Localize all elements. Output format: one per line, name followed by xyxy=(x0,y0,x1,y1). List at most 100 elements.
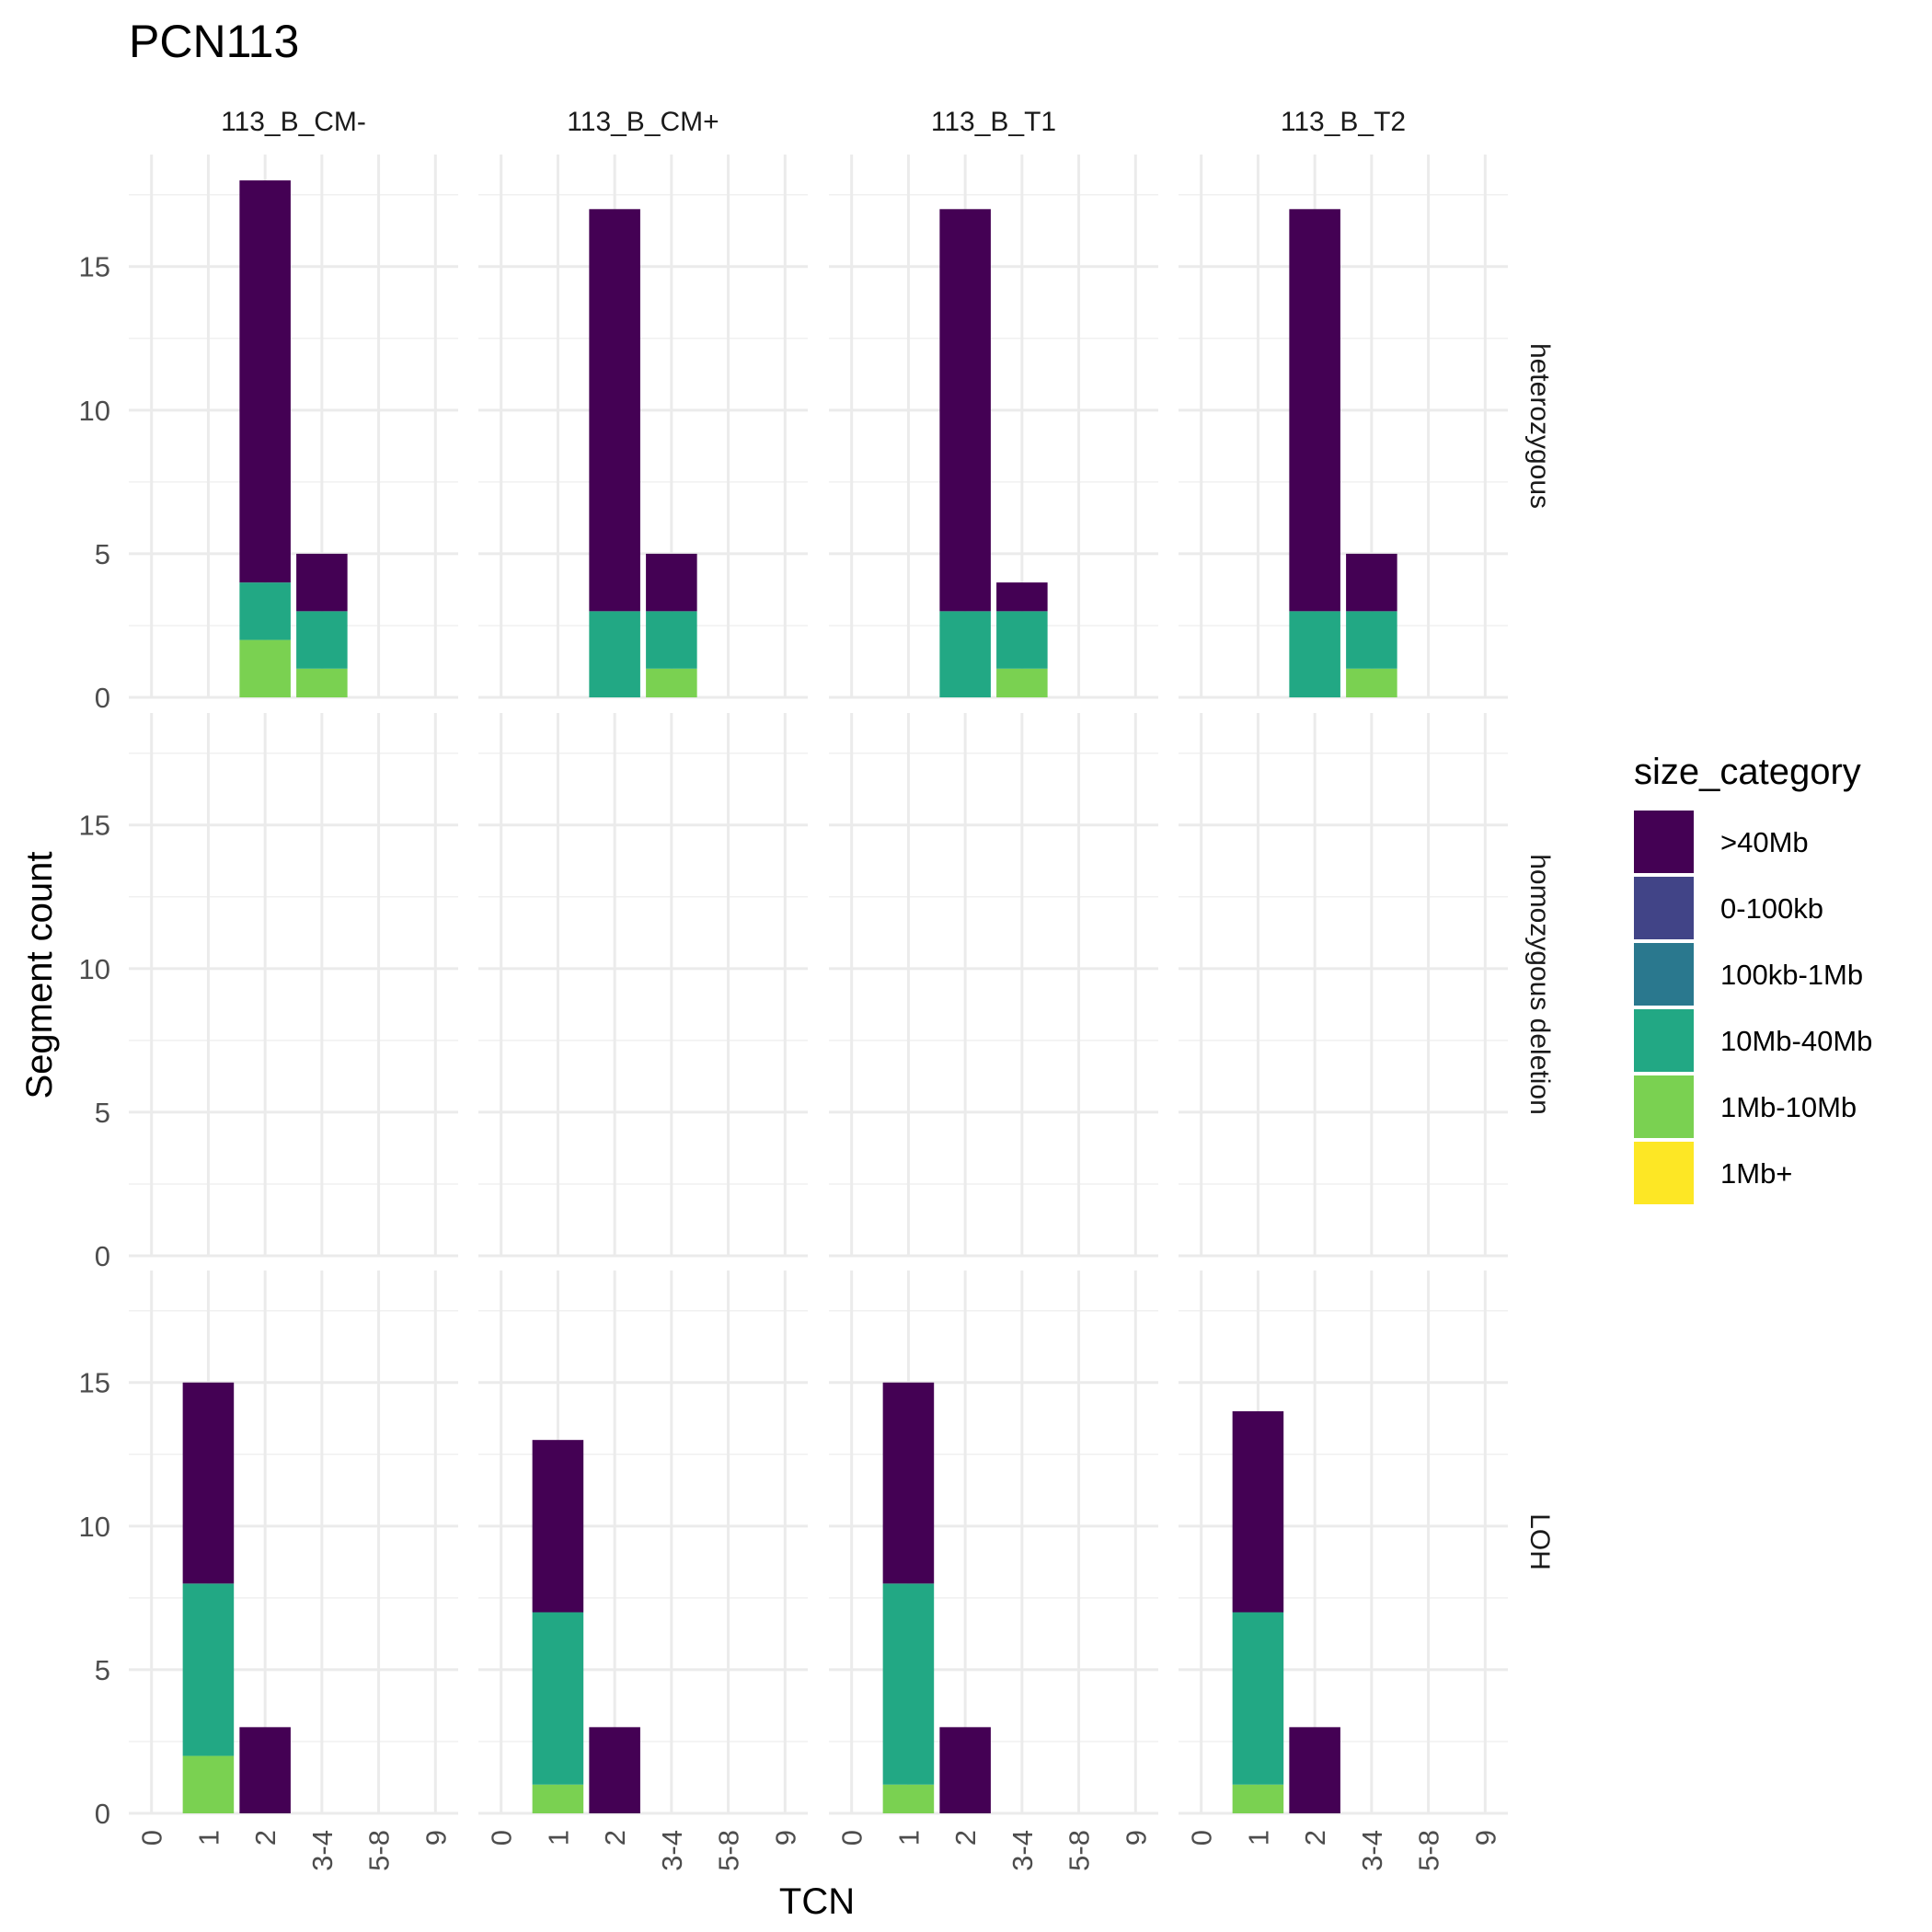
bar-segment-40mb xyxy=(1232,1410,1284,1613)
legend-label: 10Mb-40Mb xyxy=(1720,1025,1872,1057)
bar-segment-1mb-10mb xyxy=(996,668,1048,697)
x-tick-label: 1 xyxy=(1242,1830,1274,1846)
y-tick-label: 5 xyxy=(95,1654,110,1686)
bar-segment-40mb xyxy=(1289,1727,1340,1813)
row-strip-label: homozygous deletion xyxy=(1524,854,1555,1115)
x-tick-label: 3-4 xyxy=(306,1830,339,1871)
panel-homozygous-deletion-113-b-cm xyxy=(478,713,808,1258)
bar-segment-10mb-40mb xyxy=(296,611,348,669)
y-tick-label: 5 xyxy=(95,1097,110,1129)
panel-homozygous-deletion-113-b-t1 xyxy=(829,713,1158,1258)
legend-key-1mb-10mb xyxy=(1634,1075,1694,1138)
legend-label: 0-100kb xyxy=(1720,892,1823,925)
panel-loh-113-b-t2 xyxy=(1179,1271,1508,1815)
bar-segment-1mb-10mb xyxy=(182,1755,235,1813)
column-strip-label: 113_B_T1 xyxy=(931,107,1056,137)
x-tick-label: 2 xyxy=(949,1830,982,1846)
bar-segment-40mb xyxy=(589,209,640,612)
x-axis-title: TCN xyxy=(779,1881,855,1922)
x-tick-label: 2 xyxy=(599,1830,631,1846)
x-tick-label: 1 xyxy=(542,1830,574,1846)
bar-segment-40mb xyxy=(1289,209,1340,612)
x-tick-label: 9 xyxy=(769,1830,801,1846)
row-strip-label: LOH xyxy=(1524,1513,1555,1570)
y-tick-label: 10 xyxy=(79,953,110,985)
panel-heterozygous-113-b-cm xyxy=(478,155,808,699)
legend-label: 100kb-1Mb xyxy=(1720,959,1863,991)
y-tick-label: 15 xyxy=(79,810,110,842)
row-strip-label: heterozygous xyxy=(1524,343,1555,509)
legend-label: >40Mb xyxy=(1720,826,1809,858)
bar-segment-40mb xyxy=(996,582,1048,612)
bar-segment-40mb xyxy=(532,1440,584,1613)
legend-title: size_category xyxy=(1634,752,1861,792)
x-tick-label: 1 xyxy=(892,1830,925,1846)
bar-segment-40mb xyxy=(182,1382,235,1584)
bar-segment-1mb-10mb xyxy=(646,668,697,697)
x-tick-label: 0 xyxy=(136,1830,168,1846)
y-tick-label: 15 xyxy=(79,251,110,283)
legend-key-10mb-40mb xyxy=(1634,1009,1694,1072)
x-tick-label: 9 xyxy=(1120,1830,1152,1846)
legend-key-1mb xyxy=(1634,1142,1694,1204)
bar-segment-40mb xyxy=(939,1727,991,1813)
bar-segment-10mb-40mb xyxy=(182,1583,235,1756)
x-tick-label: 3-4 xyxy=(1356,1830,1388,1871)
bar-segment-10mb-40mb xyxy=(939,611,991,697)
bar-segment-1mb-10mb xyxy=(1346,668,1397,697)
bar-segment-1mb-10mb xyxy=(532,1784,584,1813)
panel-homozygous-deletion-113-b-cm xyxy=(129,713,458,1258)
y-axis-title: Segment count xyxy=(19,851,60,1098)
facet-panels xyxy=(129,155,1508,1815)
legend-key-0-100kb xyxy=(1634,877,1694,939)
legend-label: 1Mb-10Mb xyxy=(1720,1091,1857,1123)
panel-heterozygous-113-b-t1 xyxy=(829,155,1158,699)
bar-segment-40mb xyxy=(239,180,291,583)
x-tick-label: 0 xyxy=(1186,1830,1218,1846)
y-tick-label: 0 xyxy=(95,1798,110,1830)
column-strip-label: 113_B_CM+ xyxy=(567,107,719,137)
panel-loh-113-b-t1 xyxy=(829,1271,1158,1815)
bar-segment-40mb xyxy=(1346,553,1397,612)
y-tick-label: 0 xyxy=(95,682,110,714)
bar-segment-10mb-40mb xyxy=(1289,611,1340,697)
x-tick-label: 1 xyxy=(192,1830,224,1846)
bar-segment-1mb-10mb xyxy=(1232,1784,1284,1813)
bar-segment-10mb-40mb xyxy=(1232,1612,1284,1785)
bar-segment-40mb xyxy=(882,1382,935,1584)
y-tick-label: 0 xyxy=(95,1240,110,1272)
legend: size_category >40Mb 0-100kb 100kb-1Mb 10Mb-… xyxy=(1634,752,1872,1204)
legend-key-100kb-1mb xyxy=(1634,943,1694,1006)
panel-loh-113-b-cm xyxy=(478,1271,808,1815)
bar-segment-10mb-40mb xyxy=(646,611,697,669)
bar-segment-10mb-40mb xyxy=(1346,611,1397,669)
x-tick-label: 5-8 xyxy=(713,1830,745,1871)
x-tick-label: 9 xyxy=(1469,1830,1501,1846)
x-tick-label: 5-8 xyxy=(1413,1830,1445,1871)
x-tick-label: 3-4 xyxy=(1006,1830,1039,1871)
x-tick-label: 2 xyxy=(1299,1830,1331,1846)
bar-segment-40mb xyxy=(939,209,991,612)
x-tick-label: 5-8 xyxy=(363,1830,396,1871)
x-tick-label: 0 xyxy=(486,1830,518,1846)
bar-segment-1mb-10mb xyxy=(882,1784,935,1813)
bar-segment-40mb xyxy=(296,553,348,612)
y-tick-label: 10 xyxy=(79,1511,110,1543)
panel-heterozygous-113-b-cm xyxy=(129,155,458,699)
x-tick-label: 5-8 xyxy=(1064,1830,1096,1871)
bar-segment-1mb-10mb xyxy=(239,639,291,697)
bar-segment-10mb-40mb xyxy=(882,1583,935,1785)
x-tick-label: 2 xyxy=(249,1830,282,1846)
bar-segment-10mb-40mb xyxy=(532,1612,584,1785)
chart-title: PCN113 xyxy=(129,16,299,67)
y-tick-label: 10 xyxy=(79,395,110,427)
bar-segment-40mb xyxy=(239,1727,291,1813)
y-tick-label: 15 xyxy=(79,1367,110,1399)
x-tick-label: 3-4 xyxy=(656,1830,688,1871)
bar-segment-1mb-10mb xyxy=(296,668,348,697)
bar-segment-10mb-40mb xyxy=(239,582,291,640)
bar-segment-40mb xyxy=(646,553,697,612)
legend-label: 1Mb+ xyxy=(1720,1157,1792,1190)
